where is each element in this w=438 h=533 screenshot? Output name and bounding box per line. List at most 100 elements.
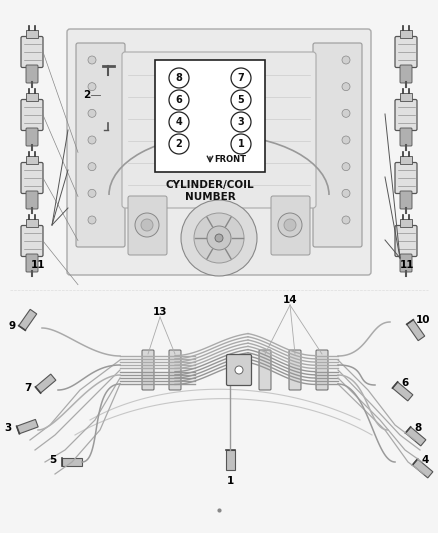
Polygon shape xyxy=(413,459,433,478)
FancyBboxPatch shape xyxy=(21,100,43,131)
Circle shape xyxy=(231,112,251,132)
FancyBboxPatch shape xyxy=(400,254,412,272)
FancyBboxPatch shape xyxy=(128,196,167,255)
FancyBboxPatch shape xyxy=(169,350,181,390)
Polygon shape xyxy=(19,309,37,330)
Bar xyxy=(400,156,412,164)
Polygon shape xyxy=(406,427,426,446)
FancyBboxPatch shape xyxy=(400,65,412,83)
Bar xyxy=(26,156,38,164)
FancyBboxPatch shape xyxy=(21,225,43,256)
Polygon shape xyxy=(17,419,38,434)
Circle shape xyxy=(181,200,257,276)
Circle shape xyxy=(169,134,189,154)
FancyBboxPatch shape xyxy=(395,100,417,131)
Bar xyxy=(155,60,265,172)
Circle shape xyxy=(169,90,189,110)
Circle shape xyxy=(342,216,350,224)
Text: 7: 7 xyxy=(25,383,32,393)
Text: 10: 10 xyxy=(416,315,431,325)
Circle shape xyxy=(88,216,96,224)
FancyBboxPatch shape xyxy=(395,163,417,193)
Text: 14: 14 xyxy=(283,295,297,305)
FancyBboxPatch shape xyxy=(122,52,316,208)
Bar xyxy=(26,93,38,101)
Text: 9: 9 xyxy=(9,321,16,331)
Text: 3: 3 xyxy=(5,423,12,433)
Text: 2: 2 xyxy=(176,139,182,149)
Bar xyxy=(400,219,412,227)
Circle shape xyxy=(342,136,350,144)
FancyBboxPatch shape xyxy=(400,191,412,209)
Circle shape xyxy=(231,68,251,88)
Bar xyxy=(26,30,38,38)
Circle shape xyxy=(231,90,251,110)
Circle shape xyxy=(88,136,96,144)
FancyBboxPatch shape xyxy=(395,36,417,68)
Text: 13: 13 xyxy=(153,307,167,317)
Bar xyxy=(26,219,38,227)
Text: 6: 6 xyxy=(176,95,182,105)
FancyBboxPatch shape xyxy=(21,36,43,68)
FancyBboxPatch shape xyxy=(26,128,38,146)
FancyBboxPatch shape xyxy=(26,254,38,272)
Bar xyxy=(104,110,113,123)
Text: NUMBER: NUMBER xyxy=(185,192,235,202)
Circle shape xyxy=(135,213,159,237)
Text: 6: 6 xyxy=(401,378,408,388)
Text: FRONT: FRONT xyxy=(214,156,246,165)
Text: 8: 8 xyxy=(176,73,183,83)
Bar xyxy=(104,75,113,90)
FancyBboxPatch shape xyxy=(142,350,154,390)
FancyBboxPatch shape xyxy=(21,163,43,193)
Text: 8: 8 xyxy=(414,423,421,433)
FancyBboxPatch shape xyxy=(271,196,310,255)
Polygon shape xyxy=(407,320,425,341)
Text: 5: 5 xyxy=(49,455,56,465)
Polygon shape xyxy=(226,450,234,470)
Text: 2: 2 xyxy=(83,90,90,100)
Circle shape xyxy=(342,109,350,117)
Text: 5: 5 xyxy=(238,95,244,105)
Circle shape xyxy=(141,219,153,231)
Polygon shape xyxy=(62,458,82,466)
Circle shape xyxy=(231,134,251,154)
Circle shape xyxy=(342,163,350,171)
FancyBboxPatch shape xyxy=(313,43,362,247)
Bar xyxy=(400,93,412,101)
Circle shape xyxy=(342,56,350,64)
FancyBboxPatch shape xyxy=(400,128,412,146)
FancyBboxPatch shape xyxy=(26,65,38,83)
Circle shape xyxy=(342,189,350,197)
Text: 1: 1 xyxy=(226,476,233,486)
Bar xyxy=(400,30,412,38)
Text: 7: 7 xyxy=(238,73,244,83)
FancyBboxPatch shape xyxy=(76,43,125,247)
Text: CYLINDER/COIL: CYLINDER/COIL xyxy=(166,180,254,190)
Text: 11: 11 xyxy=(31,260,45,270)
FancyBboxPatch shape xyxy=(67,29,371,275)
Circle shape xyxy=(215,234,223,242)
Text: 4: 4 xyxy=(421,455,428,465)
Circle shape xyxy=(88,56,96,64)
Polygon shape xyxy=(99,90,117,110)
Circle shape xyxy=(88,83,96,91)
Circle shape xyxy=(169,112,189,132)
Text: 11: 11 xyxy=(400,260,414,270)
FancyBboxPatch shape xyxy=(395,225,417,256)
Polygon shape xyxy=(392,382,413,401)
FancyBboxPatch shape xyxy=(26,191,38,209)
Circle shape xyxy=(194,213,244,263)
FancyBboxPatch shape xyxy=(316,350,328,390)
Circle shape xyxy=(284,219,296,231)
Circle shape xyxy=(207,226,231,250)
Circle shape xyxy=(88,163,96,171)
FancyBboxPatch shape xyxy=(289,350,301,390)
Circle shape xyxy=(278,213,302,237)
Text: 4: 4 xyxy=(176,117,182,127)
Polygon shape xyxy=(35,374,56,393)
Text: 1: 1 xyxy=(238,139,244,149)
FancyBboxPatch shape xyxy=(259,350,271,390)
FancyBboxPatch shape xyxy=(226,354,251,385)
Circle shape xyxy=(235,366,243,374)
